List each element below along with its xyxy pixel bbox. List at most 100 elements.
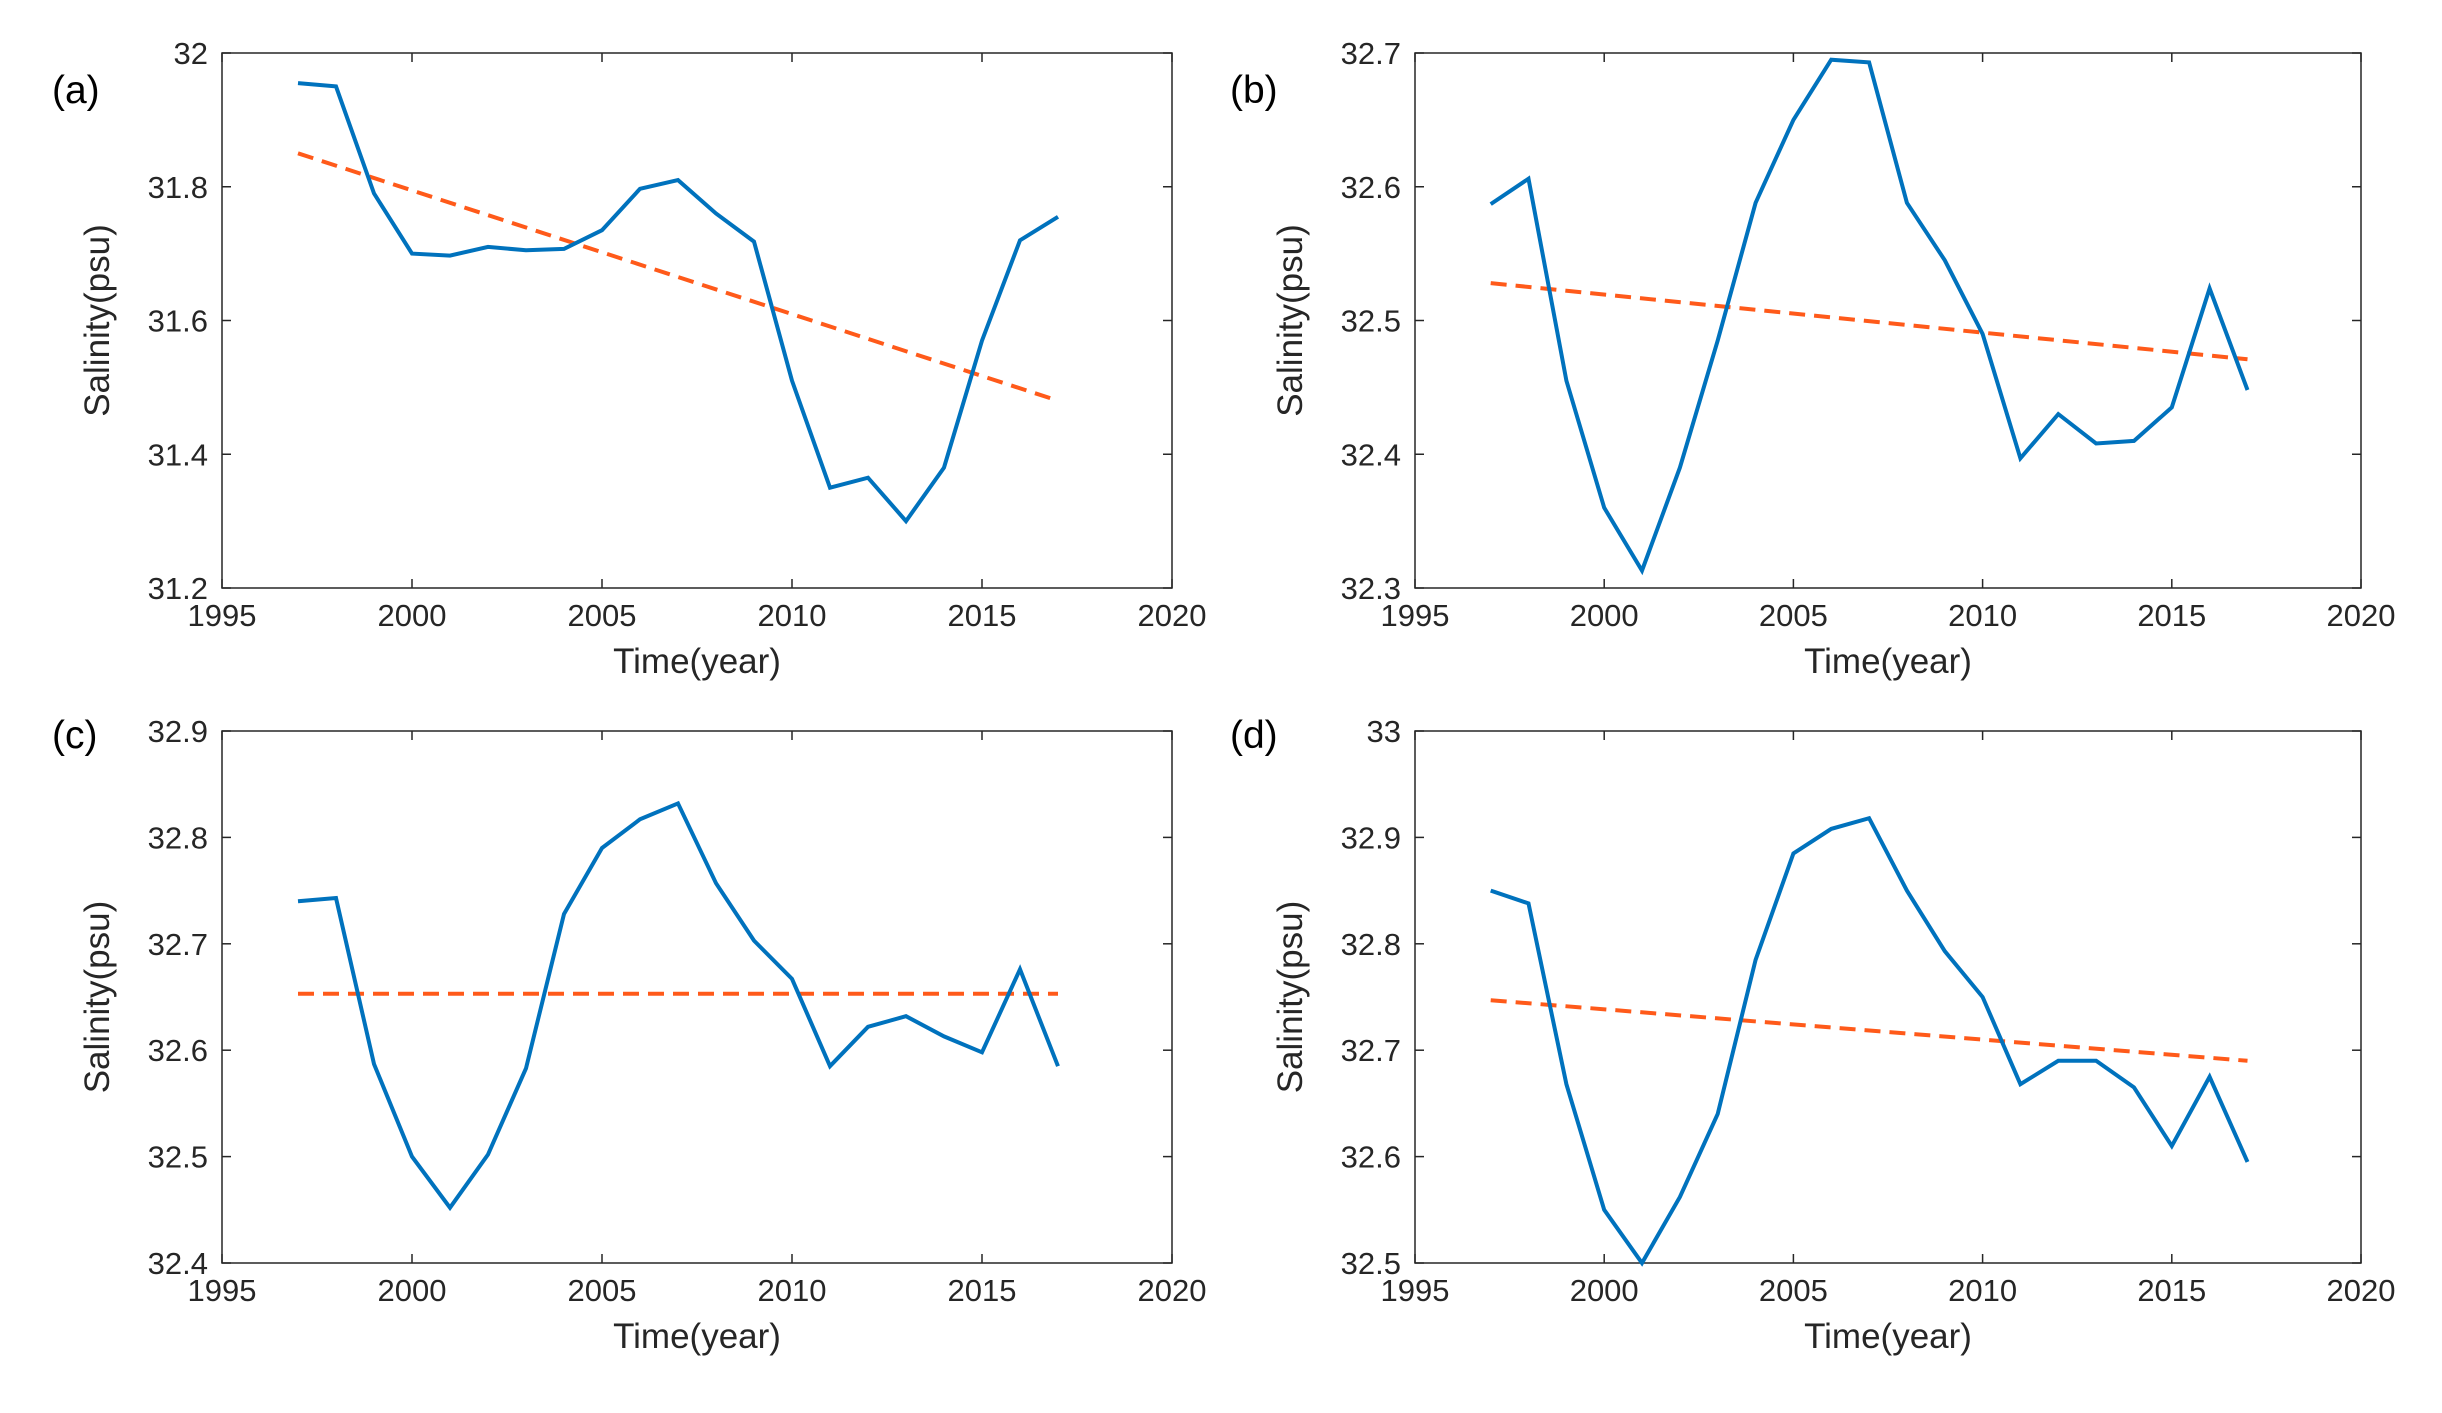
data-point: [714, 881, 718, 885]
y-tick-label: 32.7: [1341, 36, 1401, 71]
y-axis-label: Salinity(psu): [78, 224, 117, 417]
data-point: [600, 228, 604, 232]
data-point: [334, 84, 338, 88]
data-point: [942, 466, 946, 470]
x-axis-label: Time(year): [613, 642, 781, 681]
y-tick-label: 31.2: [148, 571, 208, 606]
data-point: [1981, 995, 1985, 999]
y-tick-label: 32.6: [1341, 170, 1401, 205]
x-tick-label: 2020: [2327, 598, 2396, 633]
trend-line: [1490, 998, 2248, 1063]
data-point: [2170, 1144, 2174, 1148]
data-point: [524, 1066, 528, 1070]
data-point: [372, 1062, 376, 1066]
data-point: [524, 248, 528, 252]
data-point: [1489, 889, 1493, 893]
chart-panel-4: 1995 2000 2005 2010 2015 2020 32.5 32.6 32.7 32.8…: [1230, 714, 2395, 1356]
data-point: [752, 240, 756, 244]
x-tick-label: 2005: [1759, 1273, 1828, 1308]
data-point: [1564, 379, 1568, 383]
x-tick-label: 2005: [1759, 598, 1828, 633]
chart-panel-1: 1995 2000 2005 2010 2015 2020 31.2 31.4 31.6 31.8…: [52, 36, 1206, 681]
data-point: [638, 187, 642, 191]
data-point: [1602, 506, 1606, 510]
x-tick-label: 1995: [188, 1273, 257, 1308]
data-point: [1640, 569, 1644, 573]
x-tick-label: 1995: [1381, 598, 1450, 633]
data-point: [334, 896, 338, 900]
data-point: [1678, 466, 1682, 470]
trend-line: [297, 151, 1059, 403]
data-point: [1527, 901, 1531, 905]
y-tick-label: 32.4: [148, 1246, 208, 1281]
panel-label: (a): [52, 69, 100, 112]
x-tick-label: 2015: [948, 598, 1017, 633]
data-point: [2132, 1085, 2136, 1089]
data-point: [790, 977, 794, 981]
data-point: [2018, 1082, 2022, 1086]
salinity-line: [1490, 815, 2250, 1267]
data-point: [1754, 201, 1758, 205]
x-tick-label: 2005: [568, 598, 637, 633]
y-tick-label: 32.5: [1341, 304, 1401, 339]
data-point: [1829, 827, 1833, 831]
data-point: [2094, 442, 2098, 446]
data-point: [1791, 118, 1795, 122]
data-point: [866, 476, 870, 480]
y-tick-label: 32.8: [148, 820, 208, 855]
x-tick-label: 2015: [2137, 1273, 2206, 1308]
data-point: [486, 1153, 490, 1157]
data-point: [1905, 201, 1909, 205]
y-tick-label: 32.3: [1341, 571, 1401, 606]
x-tick-label: 2015: [948, 1273, 1017, 1308]
data-point: [1716, 339, 1720, 343]
y-tick-label: 31.4: [148, 437, 208, 472]
data-point: [1791, 851, 1795, 855]
y-tick-label: 32.5: [1341, 1246, 1401, 1281]
salinity-line: [1489, 57, 2250, 576]
y-axis-label: Salinity(psu): [78, 901, 117, 1094]
chart-panel-3: 1995 2000 2005 2010 2015 2020 32.4 32.5 32.6 32.7…: [52, 714, 1206, 1356]
data-point: [1905, 889, 1909, 893]
salinity-line: [297, 81, 1060, 525]
data-point: [486, 245, 490, 249]
data-point: [1678, 1195, 1682, 1199]
data-point: [2056, 1059, 2060, 1063]
data-point: [866, 1025, 870, 1029]
data-point: [600, 846, 604, 850]
data-point: [2094, 1059, 2098, 1063]
data-point: [1018, 238, 1022, 242]
salinity-line: [297, 800, 1060, 1212]
data-point: [942, 1034, 946, 1038]
data-point: [1829, 58, 1833, 62]
panel-label: (c): [52, 714, 97, 757]
y-tick-label: 32.6: [1341, 1140, 1401, 1175]
x-tick-label: 2020: [2327, 1273, 2396, 1308]
y-tick-label: 32.5: [148, 1140, 208, 1175]
y-axis-label: Salinity(psu): [1271, 901, 1310, 1094]
y-tick-label: 33: [1367, 714, 1401, 749]
data-point: [1754, 958, 1758, 962]
data-point: [676, 178, 680, 182]
data-point: [562, 912, 566, 916]
y-tick-label: 32.4: [1341, 437, 1401, 472]
y-tick-label: 32.9: [1341, 820, 1401, 855]
data-point: [1527, 177, 1531, 181]
data-point: [1056, 1064, 1060, 1068]
data-point: [904, 519, 908, 523]
y-tick-label: 32.7: [148, 927, 208, 962]
x-axis-label: Time(year): [613, 1317, 781, 1356]
data-point: [752, 939, 756, 943]
x-tick-label: 2010: [758, 598, 827, 633]
data-point: [714, 212, 718, 216]
data-point: [828, 486, 832, 490]
data-point: [1018, 967, 1022, 971]
data-point: [828, 1064, 832, 1068]
data-point: [2132, 439, 2136, 443]
data-point: [1943, 949, 1947, 953]
x-axis-label: Time(year): [1804, 1317, 1972, 1356]
data-point: [676, 801, 680, 805]
x-tick-label: 1995: [1381, 1273, 1450, 1308]
x-tick-label: 2000: [378, 1273, 447, 1308]
